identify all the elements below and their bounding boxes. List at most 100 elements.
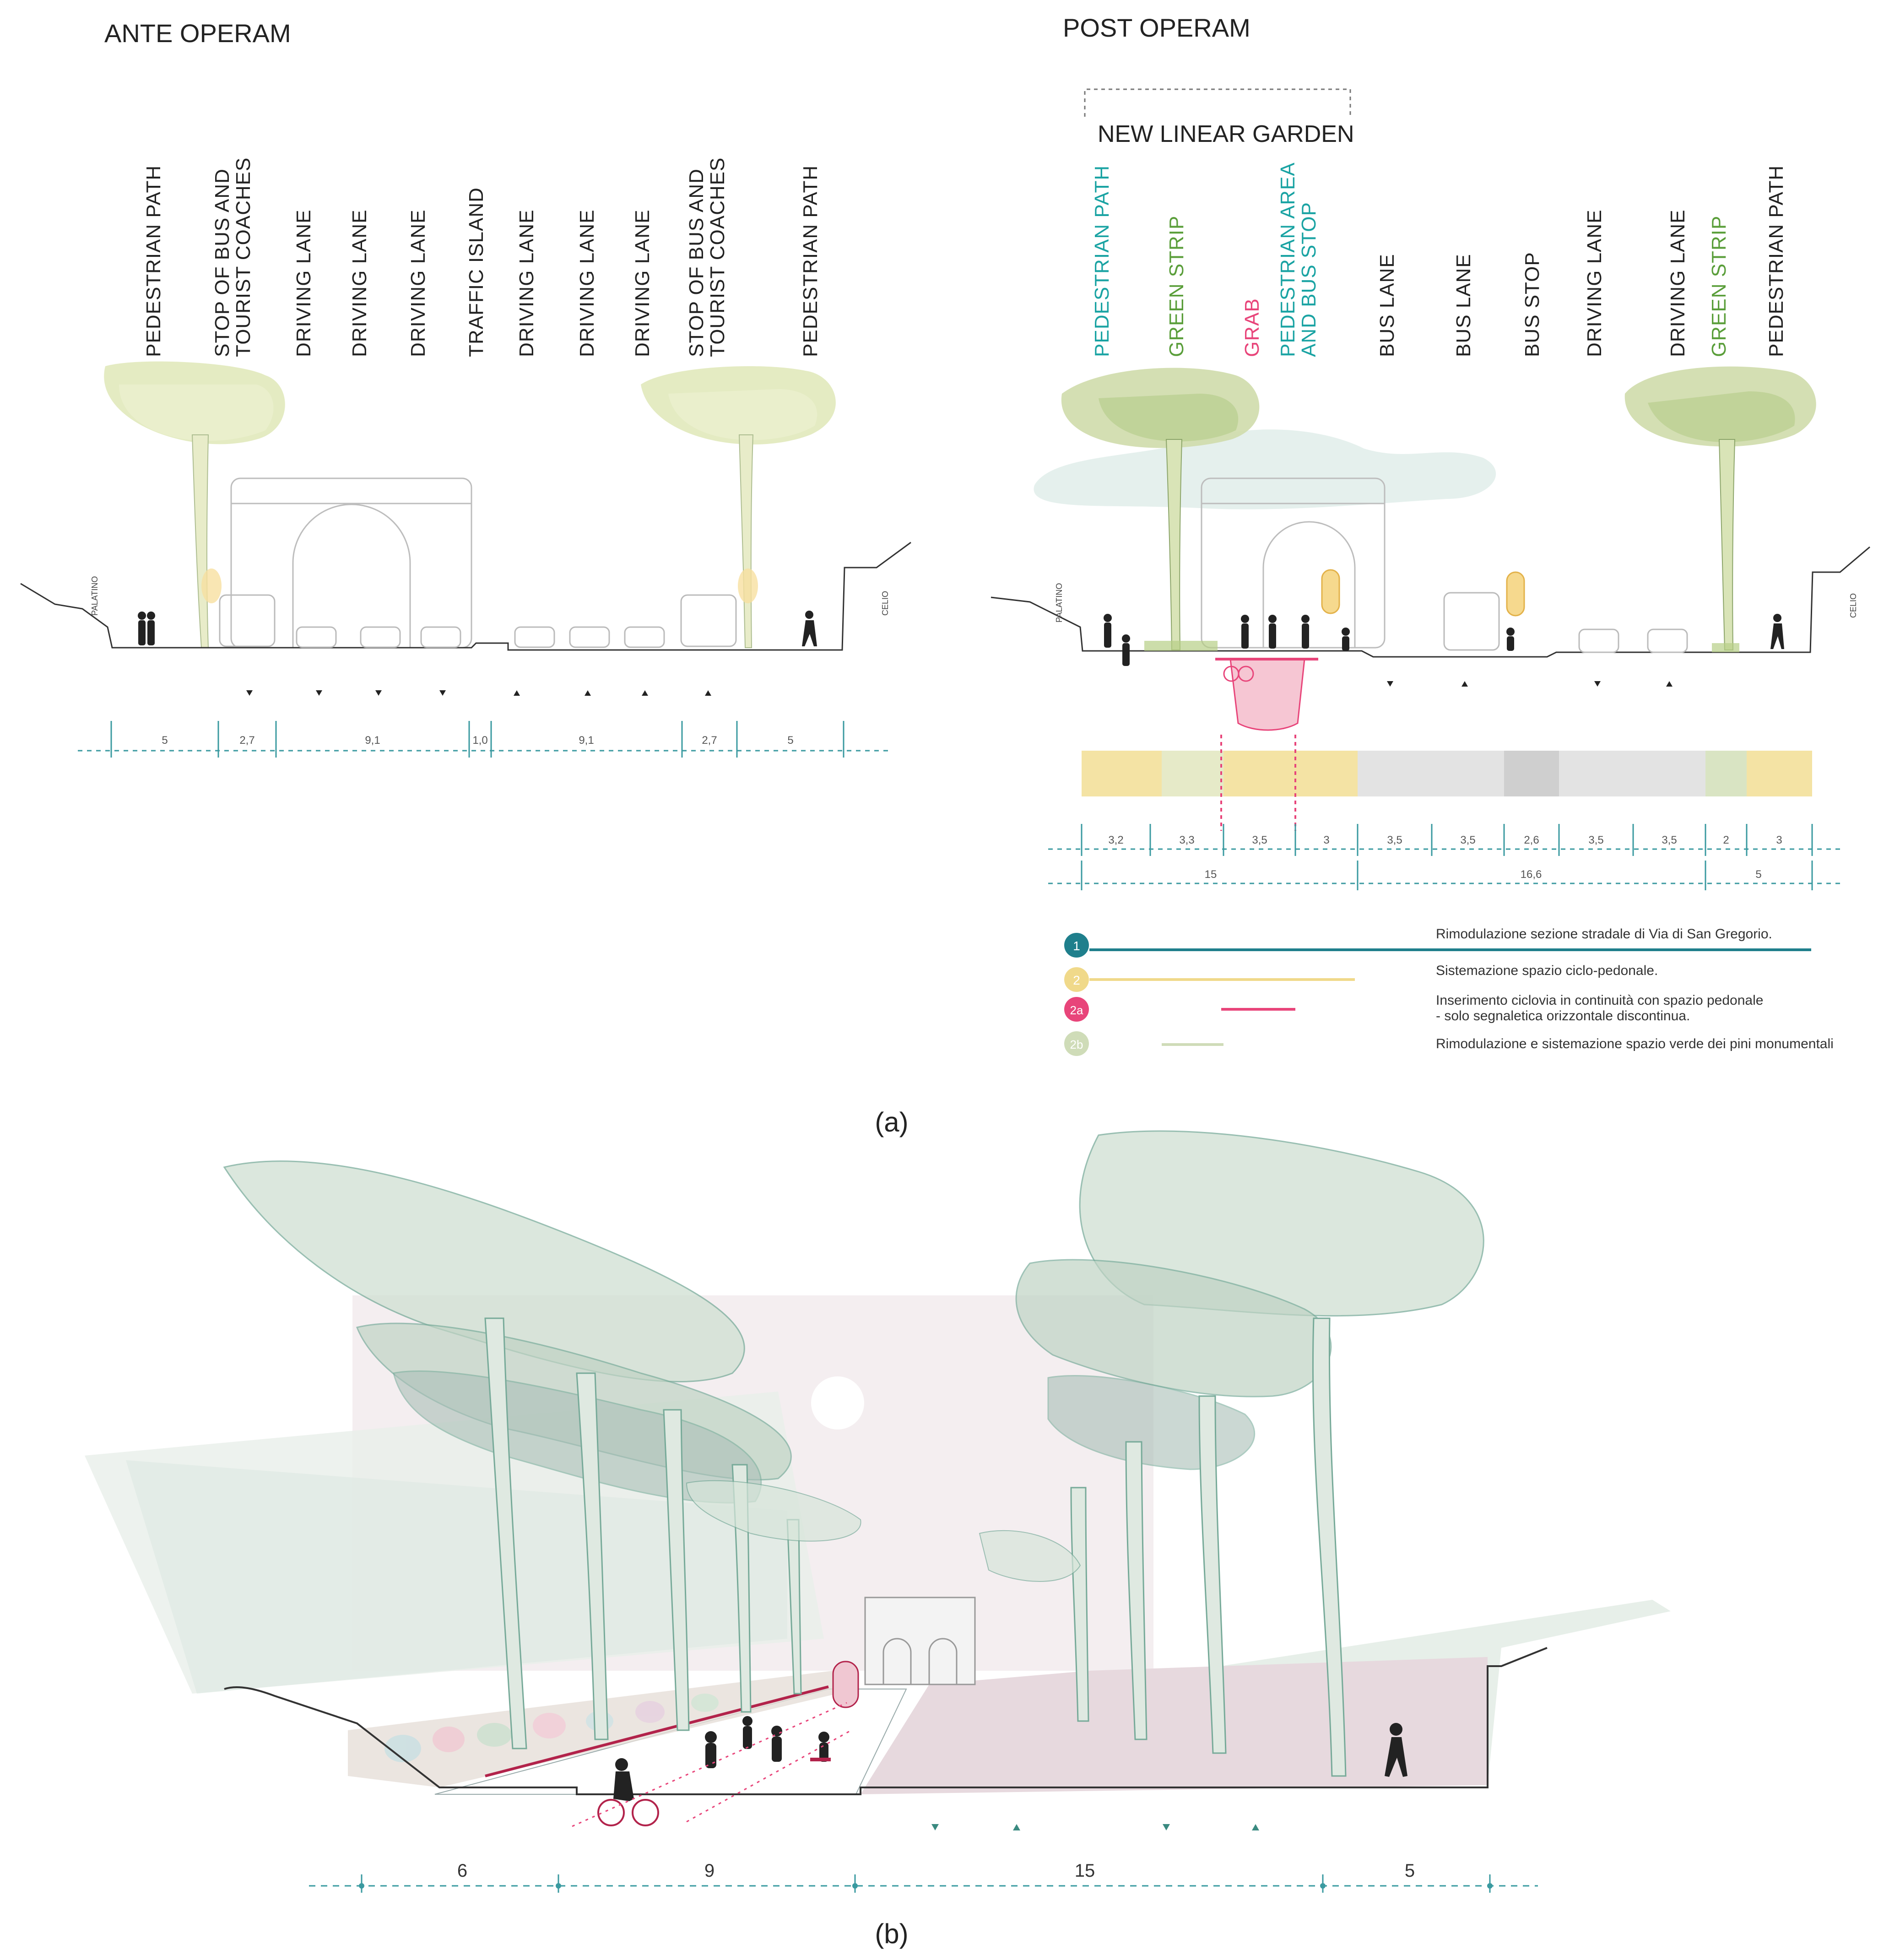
ante-pedestrians: [138, 611, 817, 646]
perspective-dim-3: 15: [1075, 1861, 1095, 1881]
ante-dim-5: 9,1: [579, 734, 594, 747]
perspective-dimension-line: 6 9 15 5: [309, 1861, 1538, 1893]
post-lane-label-6: BUS LANE: [1452, 254, 1475, 357]
post-dimension-row-1: 3,2 3,3 3,5 3 3,5 3,5 2,6 3,5 3,5 2 3: [1048, 824, 1845, 856]
ante-dim-1: 5: [162, 734, 168, 747]
post-lane-label-8: DRIVING LANE: [1583, 209, 1606, 357]
perspective-trees-left: [223, 1160, 861, 1749]
post-lane-label-7: BUS STOP: [1521, 252, 1543, 357]
ante-lane-label-5: DRIVING LANE: [407, 209, 429, 357]
left-slope: [126, 1460, 787, 1694]
legend-item-2b: 2b Rimodulazione e sistemazione spazio v…: [1064, 1031, 1834, 1056]
post-dim-total-3: 5: [1755, 868, 1761, 881]
post-lane-label-9: DRIVING LANE: [1667, 209, 1689, 357]
post-dim-8: 3,5: [1588, 834, 1603, 846]
post-lane-label-5: BUS LANE: [1376, 254, 1398, 357]
ante-direction-markers: [246, 690, 711, 696]
svg-text:1: 1: [1073, 939, 1080, 953]
post-dim-5: 3,5: [1387, 834, 1402, 846]
ante-dim-3: 9,1: [365, 734, 380, 747]
legend-text-1: Rimodulazione sezione stradale di Via di…: [1436, 926, 1772, 942]
cycle-guide-1: [572, 1702, 847, 1827]
ante-ground-profile: [20, 541, 911, 651]
caption-a: (a): [875, 1107, 908, 1137]
post-dim-9: 3,5: [1662, 834, 1677, 846]
perspective-dim-1: 6: [457, 1861, 467, 1881]
grab-cone: [1229, 658, 1305, 731]
post-legend: 1 Rimodulazione sezione stradale di Via …: [1064, 926, 1834, 1056]
red-bike-stripe: [485, 1685, 829, 1777]
ante-lane-label-9: DRIVING LANE: [631, 209, 654, 357]
post-dim-10: 2: [1723, 834, 1729, 846]
ante-lane-label-4: DRIVING LANE: [348, 209, 371, 357]
flower-dots: [384, 1694, 719, 1762]
ante-dim-4: 1,0: [472, 734, 487, 747]
post-vehicles: [1443, 592, 1688, 653]
ante-dim-6: 2,7: [702, 734, 717, 747]
grab-cyclist-wheel-2: [1238, 666, 1254, 682]
post-tree-left: [1061, 368, 1260, 650]
new-linear-garden-callout: [1084, 88, 1351, 117]
ante-dim-7: 5: [787, 734, 793, 747]
post-bus-stop-signs: [1321, 569, 1525, 617]
legend-item-2: 2 Sistemazione spazio ciclo-pedonale.: [1064, 963, 1658, 992]
legend-text-2a: Inserimento ciclovia in continuità con s…: [1436, 993, 1767, 1023]
ante-left-place: PALATINO: [90, 576, 99, 616]
legend-text-2: Sistemazione spazio ciclo-pedonale.: [1436, 963, 1658, 978]
post-lane-labels: PEDESTRIAN PATH GREEN STRIP GRAB PEDESTRIAN…: [1091, 162, 1787, 357]
ante-arch: [230, 477, 472, 649]
caption-b: (b): [875, 1918, 908, 1949]
ante-lane-labels: PEDESTRIAN PATH STOP OF BUS ANDTOURIST CO…: [142, 157, 822, 357]
post-dim-total-1: 15: [1205, 868, 1217, 881]
perspective-dim-4: 5: [1405, 1861, 1415, 1881]
post-left-place: PALATINO: [1055, 583, 1064, 623]
ante-lane-label-1: PEDESTRIAN PATH: [142, 165, 165, 357]
perspective-ground: [224, 1647, 1548, 1795]
svg-text:2b: 2b: [1070, 1038, 1083, 1051]
ante-lane-label-6: TRAFFIC ISLAND: [465, 187, 487, 357]
post-arch: [1201, 477, 1386, 649]
post-operam-section: POST OPERAM NEW LINEAR GARDEN PEDESTRIAN…: [991, 13, 1870, 1056]
post-lane-label-4: PEDESTRIAN AREAAND BUS STOP: [1277, 162, 1320, 357]
post-dim-2: 3,3: [1179, 834, 1194, 846]
post-use-strip: [1082, 735, 1812, 831]
post-green-strip-left: [1144, 641, 1218, 651]
post-dim-4: 3: [1323, 834, 1329, 846]
perspective-people: [597, 1716, 1407, 1826]
ante-tree-left: [104, 361, 285, 648]
ante-lane-label-3: DRIVING LANE: [292, 209, 315, 357]
perspective-gate: [864, 1597, 976, 1685]
cycle-guide-2: [686, 1729, 852, 1823]
post-right-place: CELIO: [1849, 593, 1858, 618]
legend-item-2a: 2a Inserimento ciclovia in continuità co…: [1064, 993, 1767, 1023]
post-tree-right: [1624, 366, 1816, 650]
moon: [811, 1376, 864, 1429]
post-lane-label-10: GREEN STRIP: [1708, 216, 1730, 357]
post-dim-total-2: 16,6: [1521, 868, 1542, 881]
perspective-view: 6 9 15 5: [85, 1130, 1671, 1893]
post-title: POST OPERAM: [1063, 13, 1250, 42]
ante-dim-2: 2,7: [239, 734, 254, 747]
legend-text-2b: Rimodulazione e sistemazione spazio verd…: [1436, 1036, 1834, 1051]
ante-lane-label-11: PEDESTRIAN PATH: [799, 165, 822, 357]
legend-item-1: 1 Rimodulazione sezione stradale di Via …: [1064, 926, 1811, 958]
post-green-strip-right: [1712, 643, 1739, 652]
ante-title: ANTE OPERAM: [104, 19, 291, 48]
ante-lane-label-10: STOP OF BUS ANDTOURIST COACHES: [685, 157, 729, 357]
perspective-trees-right: [979, 1130, 1484, 1777]
post-dim-11: 3: [1776, 834, 1782, 846]
post-dim-3: 3,5: [1252, 834, 1267, 846]
new-linear-garden-label: NEW LINEAR GARDEN: [1098, 121, 1354, 147]
post-ground-profile: [991, 546, 1870, 658]
svg-text:2a: 2a: [1070, 1003, 1083, 1017]
ante-right-place: CELIO: [881, 591, 890, 616]
post-direction-markers: [1387, 681, 1673, 687]
post-lane-label-1: PEDESTRIAN PATH: [1091, 165, 1113, 357]
post-dim-7: 2,6: [1524, 834, 1539, 846]
ante-tree-right: [641, 366, 836, 648]
ante-vehicles: [219, 594, 737, 648]
post-cloud: [1034, 429, 1496, 509]
ante-dimension-line: 5 2,7 9,1 1,0 9,1 2,7 5: [78, 721, 888, 758]
post-dim-1: 3,2: [1108, 834, 1123, 846]
